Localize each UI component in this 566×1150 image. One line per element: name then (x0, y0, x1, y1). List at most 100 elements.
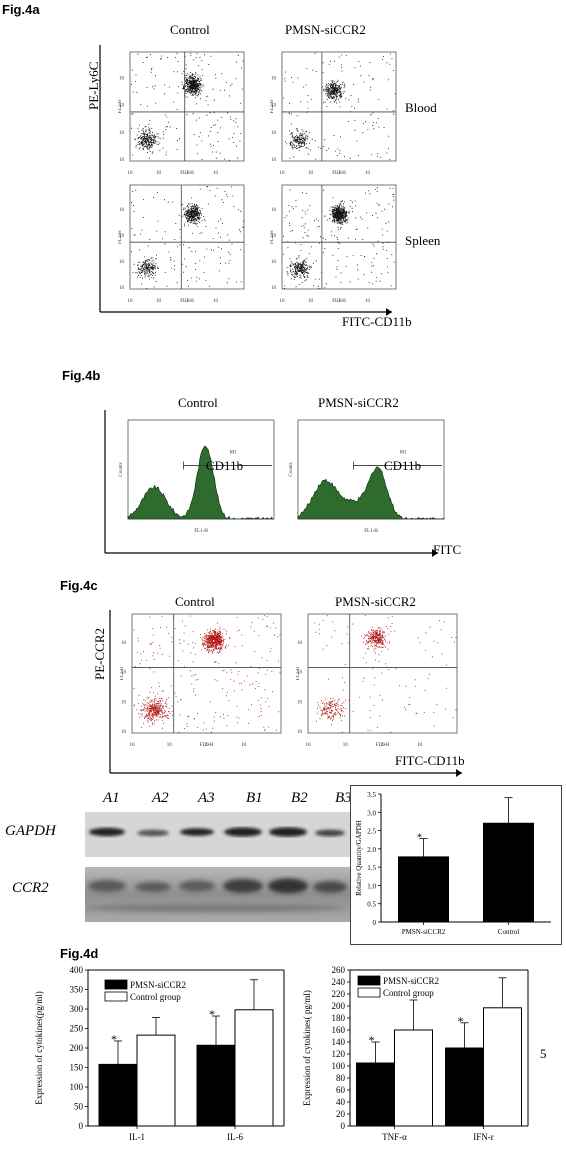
panel-y-label: Counts (119, 462, 124, 476)
relative-quantity-chart: 0 0.5 1.0 1.5 2.0 2.5 3.0 3.5 Relative Quantity/… (355, 791, 551, 936)
tick-label: 10 (130, 743, 136, 747)
significance-mark: * (458, 1014, 464, 1028)
fig4a-x-axis-label: FITC-CD11b (342, 314, 412, 329)
tick-label: 10 (417, 743, 423, 747)
fig4a-panel-control-spleen: 10 10 10 10 10 10 10 10 FL1-H FL2-H (118, 183, 248, 308)
panel-x-label: FL1-H (180, 171, 194, 175)
bar (483, 1007, 522, 1127)
panel-x-label: FL1-H (332, 171, 346, 175)
tick-label: 10 (119, 286, 125, 291)
tick-label: 10 (121, 641, 127, 646)
tick-label: 10 (121, 700, 127, 705)
tick-label: 10 (119, 131, 125, 136)
y-tick-label: 1.5 (367, 864, 376, 872)
x-tick-label: IL-6 (227, 1132, 243, 1142)
panel-x-label: FL1-H (332, 299, 346, 303)
y-tick-label: 300 (70, 1004, 84, 1014)
y-tick-label: 120 (332, 1049, 346, 1059)
tick-label: 10 (271, 76, 277, 81)
tick-label: 10 (271, 208, 277, 213)
y-tick-label: 200 (70, 1043, 84, 1053)
panel-x-label: FL1-H (364, 529, 378, 533)
y-tick-label: 350 (70, 985, 84, 995)
tick-label: 10 (306, 743, 312, 747)
tick-label: 10 (380, 743, 386, 747)
plot-frame (131, 613, 282, 734)
fig4c-x-arrow (456, 769, 462, 777)
scatter-points (133, 615, 281, 733)
bar (98, 1063, 138, 1127)
blot-lane-label: A1 (103, 790, 120, 806)
tick-label: 10 (365, 171, 371, 175)
y-tick-label: 160 (332, 1025, 346, 1035)
tick-label: 10 (156, 299, 162, 303)
y-tick-label: 0.5 (367, 901, 376, 909)
tick-label: 10 (271, 234, 277, 239)
y-tick-label: 50 (74, 1102, 84, 1112)
panel-x-label: FL1-H (194, 529, 208, 533)
bar (356, 1062, 395, 1127)
fig4c-panel-control: 10 10 10 10 10 10 10 10 FL1-H FL2-H (120, 612, 285, 752)
tick-label: 10 (271, 104, 277, 109)
panel-y-label: FL2-H (270, 99, 275, 113)
tick-label: 10 (167, 743, 173, 747)
panel-y-label: Counts (289, 462, 294, 476)
fig4a-title-control: Control (170, 22, 210, 37)
tick-label: 10 (204, 743, 210, 747)
significance-mark: * (417, 833, 422, 844)
fig4b-title-control: Control (178, 395, 218, 410)
tick-label: 10 (119, 234, 125, 239)
tick-label: 10 (119, 260, 125, 265)
legend-swatch (104, 991, 128, 1002)
y-tick-label: 100 (70, 1082, 84, 1092)
legend-label: Control group (130, 992, 181, 1002)
y-tick-label: 60 (336, 1085, 346, 1095)
tick-label: 10 (297, 730, 303, 735)
fig4a-row-label-spleen: Spleen (405, 233, 441, 248)
blot-lane-label: A2 (152, 790, 169, 806)
bar (136, 1034, 176, 1127)
fig4c-axes (109, 610, 462, 777)
tick-label: 10 (119, 76, 125, 81)
fig4b-panel-control: M1 FL1-H Counts (118, 418, 278, 538)
tick-label: 10 (280, 299, 286, 303)
panel-y-label: FL2-H (296, 666, 301, 680)
bar (234, 1009, 274, 1127)
histogram-fill (127, 445, 274, 520)
fig4b-x-axis-label: FITC (433, 542, 462, 557)
y-tick-label: 260 (332, 965, 346, 975)
y-tick-label: 400 (70, 965, 84, 975)
tick-label: 10 (297, 641, 303, 646)
y-tick-label: 3.0 (367, 809, 376, 817)
blot-row-label-gapdh: GAPDH (5, 823, 56, 839)
fig4a-row-label-blood: Blood (405, 100, 437, 115)
tick-label: 10 (337, 299, 343, 303)
x-tick-label: IL-1 (129, 1132, 145, 1142)
tick-label: 10 (119, 104, 125, 109)
tick-label: 10 (271, 131, 277, 136)
fig4b-gate-label-pmsn: CD11b (384, 458, 422, 473)
legend-label: PMSN-siCCR2 (383, 976, 439, 986)
fig4a-panel-pmsn-blood: 10 10 10 10 10 10 10 10 FL1-H FL2-H (270, 50, 400, 180)
legend-label: Control group (383, 988, 434, 998)
histogram-panel: M1 FL1-H Counts (119, 419, 275, 534)
y-tick-label: 100 (332, 1061, 346, 1071)
tick-label: 10 (308, 299, 314, 303)
tick-label: 10 (297, 700, 303, 705)
x-tick-label: Control (498, 928, 519, 936)
tick-label: 10 (121, 730, 127, 735)
tick-label: 10 (343, 743, 349, 747)
tick-label: 10 (121, 671, 127, 676)
y-tick-label: 3.5 (367, 791, 376, 799)
y-axis-label: Expression of cytokines(pg/ml) (34, 991, 44, 1104)
fig4b-label: Fig.4b (62, 368, 101, 383)
panel-y-label: FL2-H (118, 99, 123, 113)
bar (445, 1047, 484, 1127)
y-tick-label: 80 (336, 1073, 346, 1083)
tick-label: 10 (128, 299, 134, 303)
tick-label: 10 (185, 171, 191, 175)
